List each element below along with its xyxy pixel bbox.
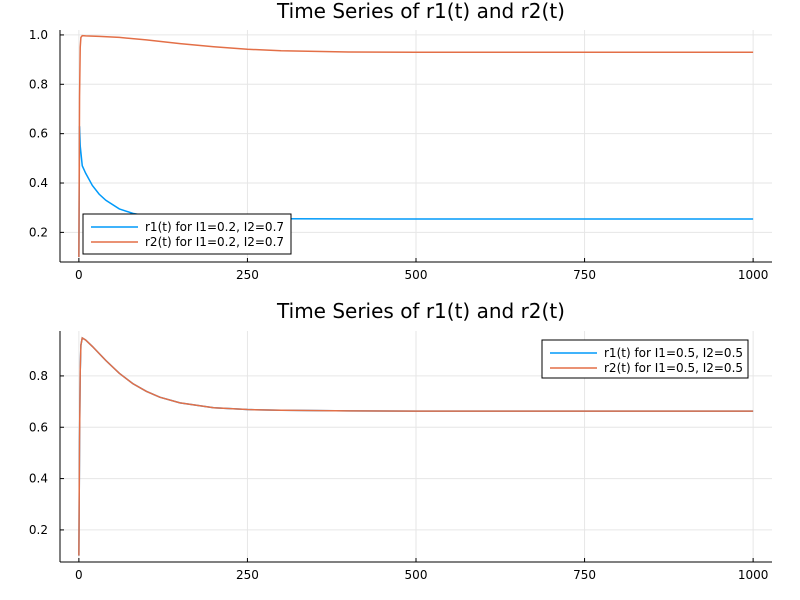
y-tick-label: 0.8	[29, 369, 48, 383]
y-tick-label: 0.2	[29, 523, 48, 537]
y-tick-label: 0.8	[29, 77, 48, 91]
legend: r1(t) for I1=0.2, I2=0.7r2(t) for I1=0.2…	[82, 213, 292, 255]
x-tick-label: 250	[236, 268, 259, 282]
chart-title: Time Series of r1(t) and r2(t)	[276, 0, 565, 23]
legend: r1(t) for I1=0.5, I2=0.5r2(t) for I1=0.5…	[541, 339, 749, 379]
x-tick-label: 250	[236, 568, 259, 582]
chart-panel-bottom: Time Series of r1(t) and r2(t) 0 250 500 750…	[29, 299, 772, 582]
y-tick-label: 1.0	[29, 28, 48, 42]
x-tick-label: 0	[75, 568, 83, 582]
x-tick-label: 750	[573, 268, 596, 282]
x-tick-label: 750	[573, 568, 596, 582]
series-line-r2	[78, 34, 754, 258]
legend-label-r2: r2(t) for I1=0.2, I2=0.7	[145, 235, 284, 249]
x-tick-label: 500	[405, 268, 428, 282]
legend-label-r2: r2(t) for I1=0.5, I2=0.5	[604, 361, 743, 375]
y-tick-label: 0.6	[29, 127, 48, 141]
y-tick-label: 0.4	[29, 472, 48, 486]
x-tick-label: 1000	[738, 268, 769, 282]
chart-title: Time Series of r1(t) and r2(t)	[276, 299, 565, 323]
legend-box	[541, 339, 749, 379]
x-tick-label: 500	[405, 568, 428, 582]
y-tick-label: 0.6	[29, 420, 48, 434]
y-tick-label: 0.2	[29, 225, 48, 239]
legend-box	[82, 213, 292, 255]
y-tick-label: 0.4	[29, 176, 48, 190]
legend-label-r1: r1(t) for I1=0.5, I2=0.5	[604, 346, 743, 360]
x-tick-label: 1000	[738, 568, 769, 582]
chart-panel-top: Time Series of r1(t) and r2(t) 0 250 500 750…	[29, 0, 772, 282]
x-tick-label: 0	[75, 268, 83, 282]
series-line-r2	[78, 336, 754, 556]
legend-label-r1: r1(t) for I1=0.2, I2=0.7	[145, 220, 284, 234]
